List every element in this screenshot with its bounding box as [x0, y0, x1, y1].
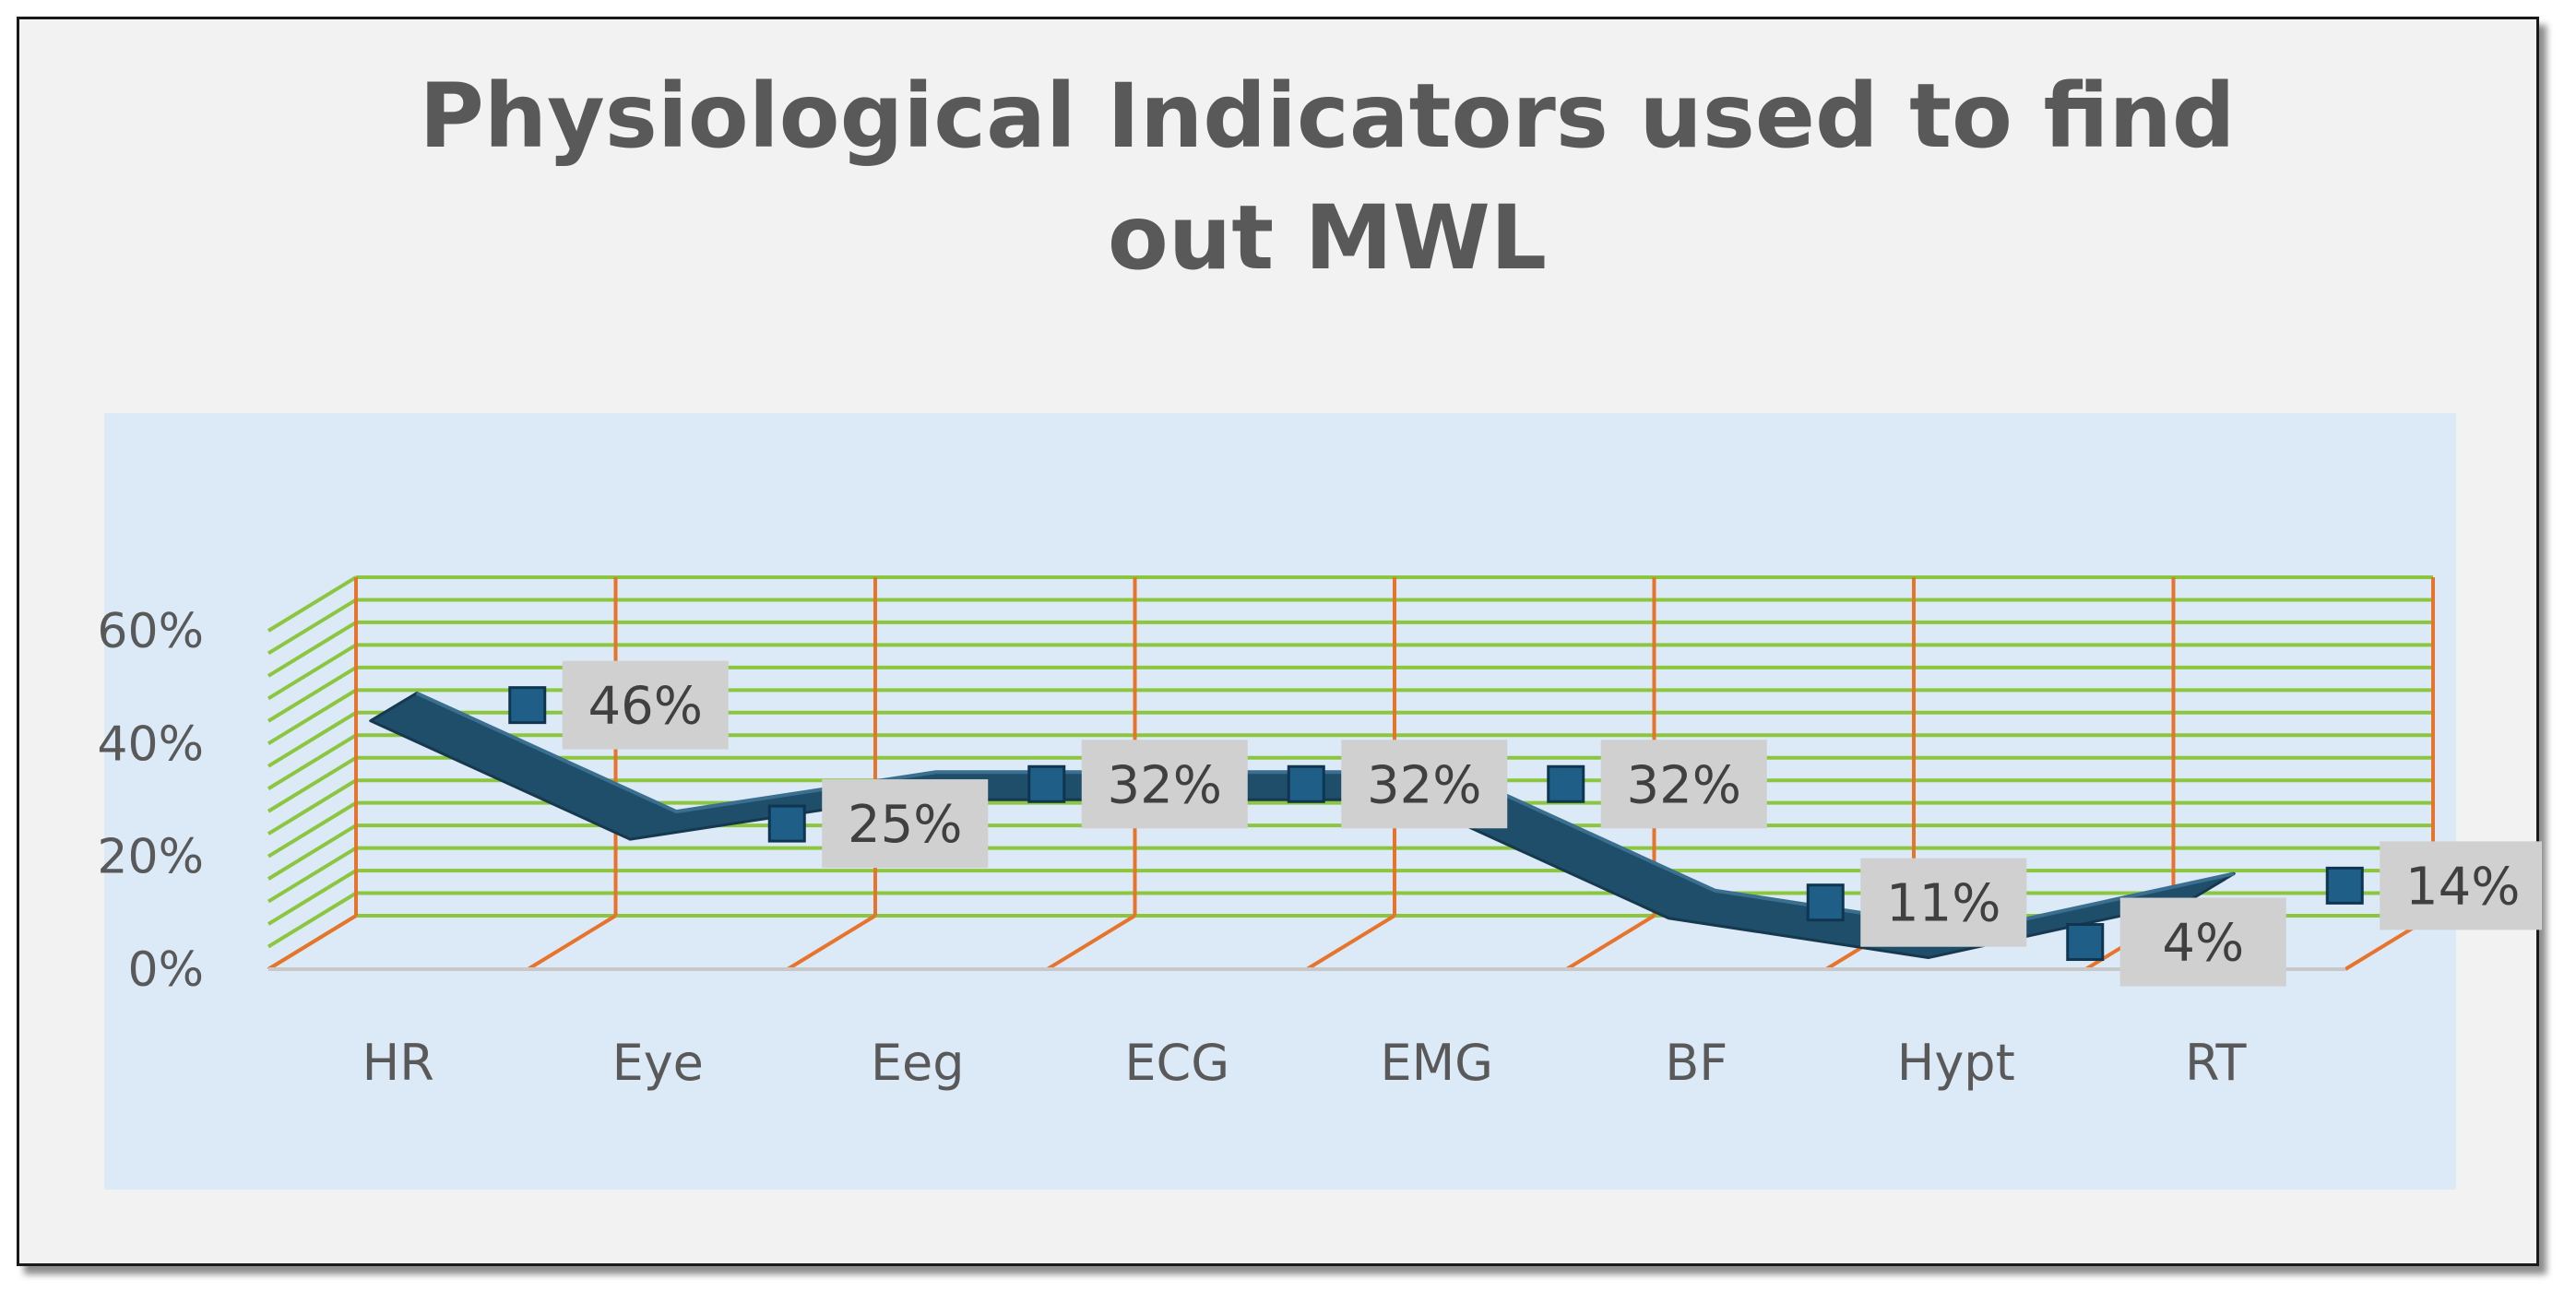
- data-point-marker: [1027, 764, 1066, 803]
- floor-diagonal: [1565, 914, 1656, 971]
- data-label-box: [1081, 740, 1248, 829]
- data-label-box: [822, 779, 989, 869]
- data-label: 25%: [848, 795, 962, 855]
- data-point-marker: [1287, 764, 1325, 803]
- x-tick-label: RT: [2185, 1034, 2248, 1092]
- gridline-side: [267, 666, 358, 723]
- data-point-marker: [2325, 866, 2364, 905]
- floor-diagonal: [527, 914, 617, 971]
- gridline-side: [267, 869, 358, 926]
- data-point-marker: [1547, 764, 1585, 803]
- data-point-marker: [508, 686, 547, 725]
- chart-title-line-2: out MWL: [1108, 186, 1547, 290]
- floor-diagonal: [1305, 914, 1396, 971]
- x-tick-label: BF: [1665, 1034, 1727, 1092]
- gridline-side: [267, 778, 358, 835]
- x-tick-label: ECG: [1124, 1034, 1229, 1092]
- data-label-box: [562, 660, 729, 750]
- chart-title-line-1: Physiological Indicators used to find: [419, 65, 2235, 168]
- gridline-side: [267, 891, 358, 949]
- data-label-box: [1860, 858, 2027, 947]
- data-label: 32%: [1367, 755, 1481, 815]
- chart-frame: Physiological Indicators used to find ou…: [17, 17, 2542, 1266]
- data-label-box: [2119, 897, 2286, 987]
- data-point-marker: [767, 804, 806, 843]
- gridline-side: [267, 733, 358, 790]
- y-tick-label: 0%: [128, 942, 205, 998]
- y-tick-label: 60%: [97, 604, 204, 659]
- data-label: 4%: [2162, 914, 2244, 974]
- data-point-marker: [2066, 923, 2105, 962]
- data-label: 11%: [1886, 874, 2000, 934]
- data-label-box: [1341, 740, 1508, 829]
- data-label: 46%: [588, 677, 703, 737]
- chart-svg: Physiological Indicators used to find ou…: [97, 65, 2542, 1190]
- floor-diagonal: [1046, 914, 1136, 971]
- label-layer: 46% 25% 32% 32% 32% 11% 4% 14%: [562, 660, 2542, 987]
- x-tick-label: EMG: [1380, 1034, 1493, 1092]
- y-tick-label: 40%: [97, 717, 204, 772]
- x-tick-label: Hypt: [1897, 1034, 2015, 1092]
- x-tick-label: HR: [362, 1034, 434, 1092]
- gridline-side: [267, 711, 358, 768]
- data-point-marker: [1806, 883, 1845, 922]
- floor-diagonal: [267, 914, 358, 971]
- gridline-side: [267, 800, 358, 859]
- x-tick-label: Eye: [612, 1034, 704, 1092]
- gridline-side: [267, 598, 358, 656]
- data-label: 14%: [2405, 857, 2520, 917]
- data-label-box: [1600, 740, 1767, 829]
- axis-layer: 0% 20% 40% 60% HR Eye Eeg ECG EMG BF Hypt RT: [97, 604, 2345, 1092]
- gridline-side: [267, 575, 358, 633]
- x-tick-label: Eeg: [871, 1034, 965, 1092]
- floor-diagonal: [786, 914, 877, 971]
- data-label-box: [2380, 841, 2542, 930]
- gridline-side: [267, 643, 358, 701]
- gridline-side: [267, 823, 358, 881]
- data-label: 32%: [1108, 755, 1222, 815]
- y-tick-label: 20%: [97, 830, 204, 885]
- gridline-side: [267, 621, 358, 678]
- gridline-side: [267, 756, 358, 813]
- data-label: 32%: [1627, 755, 1741, 815]
- gridline-side: [267, 846, 358, 904]
- gridline-side: [267, 688, 358, 746]
